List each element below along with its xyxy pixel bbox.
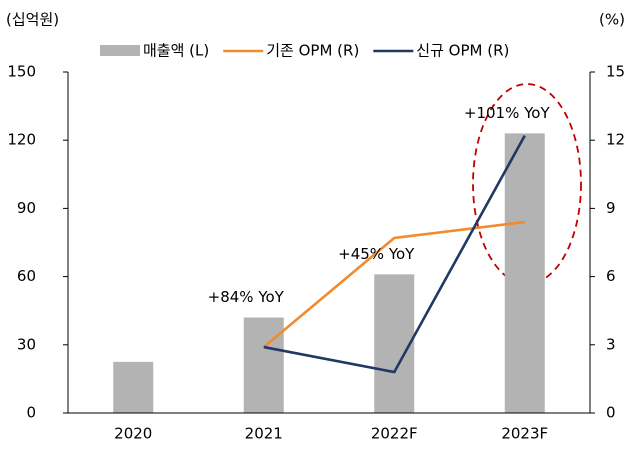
y-tick-label: 0	[26, 404, 36, 422]
x-tick-label: 2021	[245, 425, 283, 443]
y-tick-label: 60	[17, 267, 36, 285]
legend-label: 신규 OPM (R)	[416, 42, 509, 60]
x-tick-label: 2020	[114, 425, 152, 443]
y2-tick-label: 12	[606, 131, 625, 149]
y-tick-label: 30	[17, 335, 36, 353]
y2-tick-label: 9	[606, 199, 616, 217]
bar	[113, 361, 154, 413]
x-tick-label: 2023F	[501, 425, 548, 443]
annotation: +84% YoY	[208, 288, 285, 306]
x-tick-label: 2022F	[371, 425, 418, 443]
legend-label: 기존 OPM (R)	[266, 42, 359, 60]
annotation: +101% YoY	[464, 104, 551, 122]
bar	[374, 274, 415, 413]
y2-axis-label: (%)	[599, 11, 625, 29]
y2-tick-label: 6	[606, 267, 616, 285]
y-tick-label: 150	[7, 63, 36, 81]
bar	[504, 133, 545, 413]
y2-tick-label: 15	[606, 63, 625, 81]
y-axis-label: (십억원)	[6, 11, 59, 29]
y2-tick-label: 0	[606, 404, 616, 422]
line-series	[263, 135, 526, 374]
legend-label: 매출액 (L)	[143, 42, 209, 60]
line-series	[262, 220, 525, 349]
legend-swatch	[100, 45, 140, 56]
bar	[243, 317, 284, 413]
y-tick-label: 120	[7, 131, 36, 149]
annotation: +45% YoY	[338, 245, 415, 263]
y-tick-label: 90	[17, 199, 36, 217]
y2-tick-label: 3	[606, 335, 616, 353]
